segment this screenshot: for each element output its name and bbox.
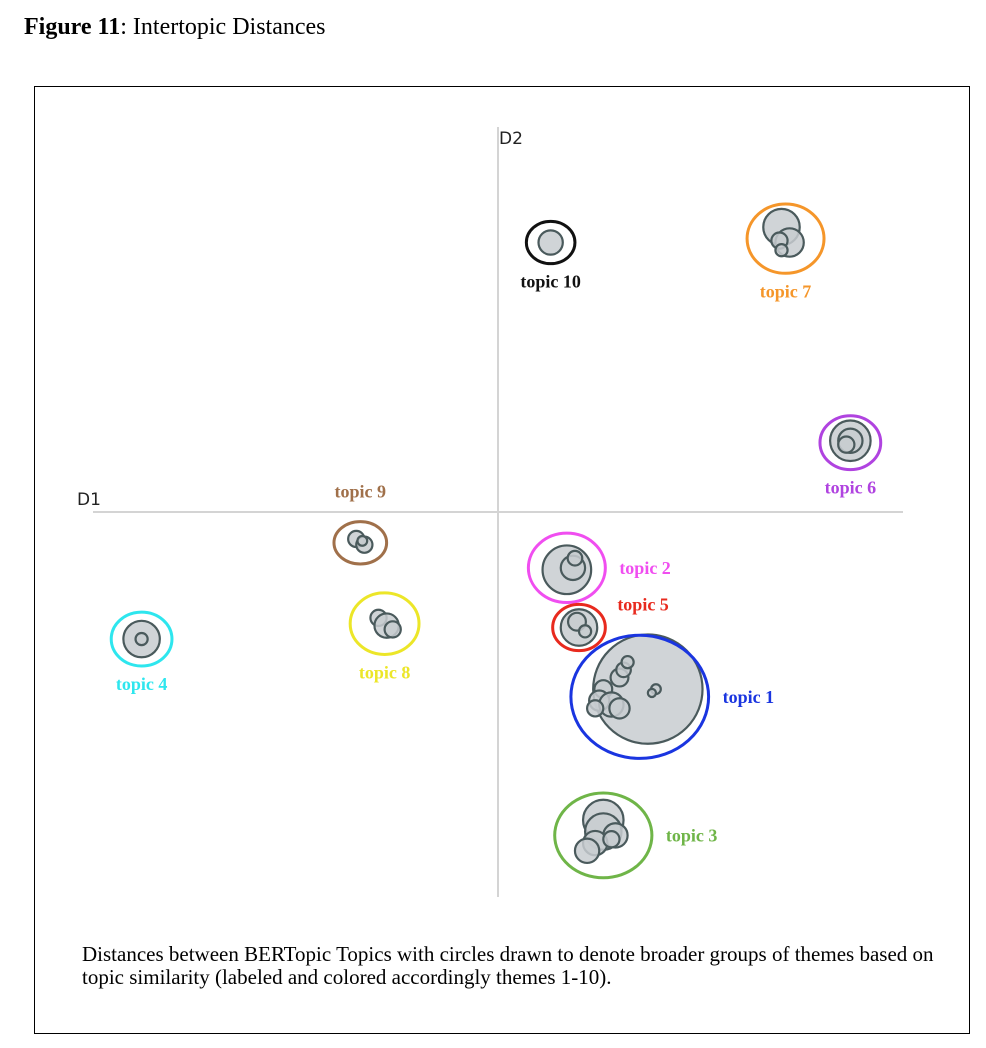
topic-bubble[interactable] xyxy=(566,549,584,567)
topic-group-4: topic 4 xyxy=(109,610,174,694)
topic-group-outline xyxy=(569,633,711,760)
topic-bubble[interactable] xyxy=(573,837,601,865)
topic-group-10: topic 10 xyxy=(520,219,581,292)
topic-label: topic 3 xyxy=(666,825,718,845)
d1-axis-label: D1 xyxy=(77,490,101,510)
topic-bubble[interactable] xyxy=(134,631,149,647)
topic-group-3: topic 3 xyxy=(553,791,718,880)
topic-label: topic 1 xyxy=(723,687,775,707)
topic-label: topic 7 xyxy=(760,281,812,301)
topic-group-outline xyxy=(526,531,607,604)
topic-label: topic 2 xyxy=(619,558,671,578)
topic-bubble[interactable] xyxy=(383,620,402,639)
topic-group-7: topic 7 xyxy=(745,202,826,301)
topic-group-outline xyxy=(818,414,883,472)
topic-group-outline xyxy=(551,602,607,653)
topic-group-outline xyxy=(524,219,577,266)
topic-group-1: topic 1 xyxy=(569,633,775,760)
topic-group-5: topic 5 xyxy=(551,594,669,653)
figure-number: Figure 11 xyxy=(24,14,121,40)
topic-label: topic 6 xyxy=(825,478,877,498)
topic-group-outline xyxy=(109,610,174,668)
topic-bubble[interactable] xyxy=(837,435,856,454)
figure-caption: Distances between BERTopic Topics with c… xyxy=(82,942,934,989)
topic-bubble[interactable] xyxy=(774,243,789,258)
topic-bubble[interactable] xyxy=(646,687,658,699)
topic-label: topic 10 xyxy=(520,272,581,292)
topic-group-outline xyxy=(332,520,389,566)
topic-bubble[interactable] xyxy=(356,534,369,547)
topic-group-outline xyxy=(553,791,654,880)
topic-bubble[interactable] xyxy=(577,624,593,639)
topic-bubble[interactable] xyxy=(602,830,621,849)
topic-bubble[interactable] xyxy=(586,699,605,718)
topic-group-2: topic 2 xyxy=(526,531,671,604)
topic-group-outline xyxy=(745,202,826,275)
topic-label: topic 9 xyxy=(335,482,387,502)
topic-label: topic 8 xyxy=(359,662,411,682)
d2-axis-label: D2 xyxy=(499,129,523,149)
topic-bubble[interactable] xyxy=(608,697,631,720)
topic-groups: topic 1 topic 2 topic 3 topic 4 topic 5 topic… xyxy=(109,202,883,880)
topic-group-6: topic 6 xyxy=(818,414,883,498)
topic-bubble[interactable] xyxy=(620,654,635,670)
topic-group-8: topic 8 xyxy=(348,591,421,682)
topic-label: topic 5 xyxy=(617,594,669,614)
figure-title-text: : Intertopic Distances xyxy=(120,14,326,40)
figure-frame: D1 D2 topic 1 topic 2 topic 3 topic 4 topic … xyxy=(34,86,970,1034)
topic-group-9: topic 9 xyxy=(332,482,389,566)
figure-title: Figure 11: Intertopic Distances xyxy=(24,14,326,41)
topic-bubble[interactable] xyxy=(537,229,564,256)
topic-group-outline xyxy=(348,591,421,656)
topic-label: topic 4 xyxy=(116,674,168,694)
